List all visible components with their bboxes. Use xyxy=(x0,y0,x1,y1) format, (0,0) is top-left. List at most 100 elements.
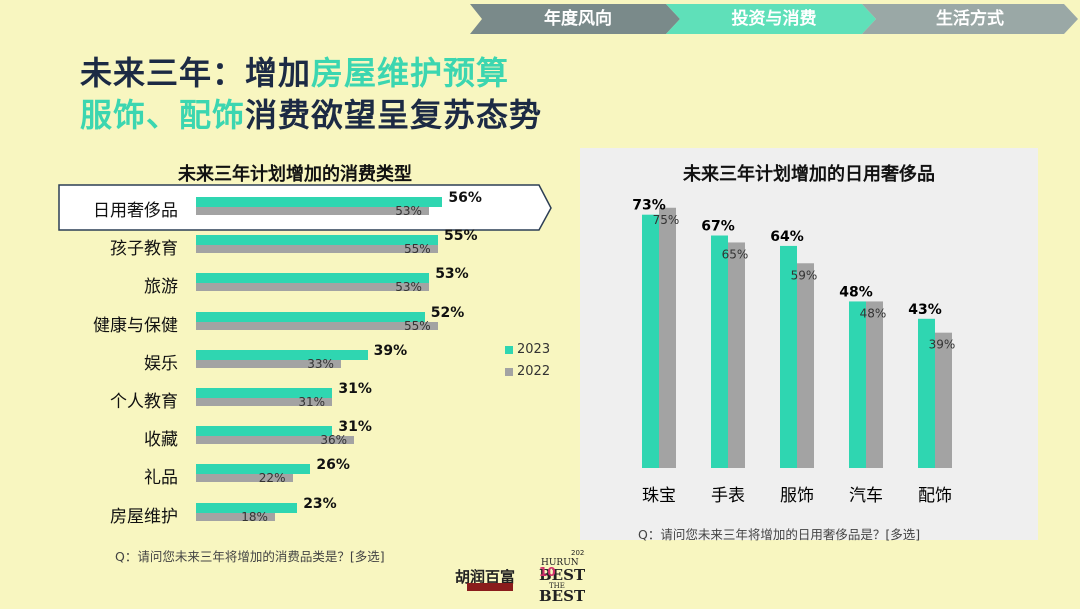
title-line1-prefix: 未来三年：增加 xyxy=(80,54,312,92)
category-label: 个人教育 xyxy=(110,392,178,412)
value-label-2023: 67% xyxy=(701,219,735,235)
svg-text:HURUN: HURUN xyxy=(541,558,579,568)
value-label-2023: 48% xyxy=(839,284,873,300)
value-label-2022: 65% xyxy=(722,247,749,261)
value-label-2023: 53% xyxy=(435,266,469,283)
category-label: 娱乐 xyxy=(144,353,178,374)
legend-label-2023: 2023 xyxy=(517,342,551,357)
right-chart-svg: 73%75% 珠宝 67% 65% 手表 64% 59% 服饰 48% 48% 汽车 43% 39% 配饰 xyxy=(632,198,956,506)
category-label: 服饰 xyxy=(780,486,814,506)
value-label-2023: 31% xyxy=(338,419,372,436)
legend-swatch-2023 xyxy=(505,345,513,354)
value-label-2022: 53% xyxy=(395,280,422,295)
hurun-logo-bar xyxy=(467,583,513,591)
svg-text:10: 10 xyxy=(539,565,556,579)
bar-2022 xyxy=(797,263,814,468)
category-label: 房屋维护 xyxy=(110,506,178,527)
bar-2022 xyxy=(866,301,883,468)
left-question-note: Q：请问您未来三年将增加的消费品类是？[多选] xyxy=(115,549,385,564)
category-label: 礼品 xyxy=(144,468,178,489)
value-label-2022: 33% xyxy=(307,356,334,371)
bar-2023 xyxy=(196,349,368,360)
value-label-2022: 31% xyxy=(298,395,326,409)
value-label-2022: 36% xyxy=(320,433,348,448)
bar-2022 xyxy=(196,283,430,292)
title-line2-highlight: 服饰、配饰 xyxy=(80,96,246,134)
right-chart-title: 未来三年计划增加的日用奢侈品 xyxy=(683,164,935,185)
bar-2023 xyxy=(196,235,438,246)
bar-2023 xyxy=(918,318,935,468)
title-line2-suffix: 消费欲望呈复苏态势 xyxy=(245,96,543,134)
value-label-2022: 55% xyxy=(404,242,431,257)
value-label-2023: 64% xyxy=(770,229,804,245)
page-title-line1: 未来三年：增加房屋维护预算 xyxy=(80,48,509,94)
nav-item-invest-consume[interactable]: 投资与消费 xyxy=(731,9,817,29)
nav-chevrons-graphic xyxy=(470,4,1078,34)
value-label-2022: 55% xyxy=(404,318,431,333)
category-label: 旅游 xyxy=(144,277,178,298)
bar-2023 xyxy=(196,426,333,437)
nav-item-lifestyle[interactable]: 生活方式 xyxy=(936,9,1004,29)
legend-label-2022: 2022 xyxy=(517,364,551,379)
value-label-2023: 73% xyxy=(632,198,666,214)
value-label-2023: 52% xyxy=(430,304,465,321)
right-chart-panel: 未来三年计划增加的日用奢侈品 73% 75% 珠宝 67% 65% 手表 64% 59% 服饰 4… xyxy=(580,148,1038,542)
title-line1-highlight: 房屋维护预算 xyxy=(311,54,510,92)
bar-2023 xyxy=(780,245,797,468)
category-label: 配饰 xyxy=(918,486,952,506)
value-label-2023: 31% xyxy=(338,381,372,397)
bar-2023 xyxy=(196,197,443,207)
bar-2023 xyxy=(642,214,659,468)
bar-2022 xyxy=(196,245,438,254)
value-label-2023: 23% xyxy=(303,495,337,512)
category-label: 收藏 xyxy=(144,430,178,451)
bar-2023 xyxy=(711,235,728,468)
bar-2022 xyxy=(196,436,355,445)
bar-2023 xyxy=(849,301,866,468)
category-label: 汽车 xyxy=(849,486,883,506)
category-label: 日用奢侈品 xyxy=(93,201,178,221)
legend-swatch-2022 xyxy=(505,367,513,376)
hurun-logo-text: 胡润百富 xyxy=(455,568,516,586)
bar-2023 xyxy=(196,388,333,398)
value-label-2023: 26% xyxy=(316,457,350,474)
svg-text:BEST: BEST xyxy=(539,587,585,604)
value-label-2022: 59% xyxy=(791,268,818,282)
category-label: 孩子教育 xyxy=(110,239,178,260)
value-label-2022: 53% xyxy=(395,204,422,218)
category-label: 珠宝 xyxy=(642,486,676,506)
category-label: 手表 xyxy=(711,486,745,506)
value-label-2022: 75% xyxy=(653,213,680,227)
value-label-2022: 39% xyxy=(929,338,956,352)
bar-2022 xyxy=(196,207,430,215)
svg-text:THE: THE xyxy=(549,582,565,590)
bar-2022 xyxy=(728,242,745,468)
value-label-2023: 39% xyxy=(373,342,408,359)
value-label-2022: 48% xyxy=(860,306,887,320)
bar-2023 xyxy=(196,311,425,322)
value-label-2023: 43% xyxy=(908,302,942,318)
value-label-2023: 55% xyxy=(444,228,478,245)
left-chart-title: 未来三年计划增加的消费类型 xyxy=(178,164,412,185)
bar-2023 xyxy=(196,464,311,475)
svg-text:2023: 2023 xyxy=(571,549,585,557)
legend-2023: 2023 xyxy=(505,342,550,357)
bar-2022 xyxy=(196,512,276,521)
nav-bar: 年度风向 投资与消费 生活方式 xyxy=(470,4,1078,34)
nav-item-annual-trend[interactable]: 年度风向 xyxy=(544,9,612,29)
bar-2023 xyxy=(196,273,430,284)
right-question-note: Q：请问您未来三年将增加的日用奢侈品是？[多选] xyxy=(638,527,921,542)
bar-2022 xyxy=(196,474,293,483)
bar-2023 xyxy=(196,502,298,513)
value-label-2022: 18% xyxy=(241,509,268,524)
bar-2022 xyxy=(196,359,342,368)
bar-2022 xyxy=(659,207,676,468)
value-label-2023: 56% xyxy=(448,190,482,206)
bar-2022 xyxy=(196,321,438,330)
bar-2022 xyxy=(196,398,333,406)
category-label: 健康与保健 xyxy=(93,315,178,336)
best-of-best-badge-logo: 2023 HURUN BEST THE BEST 10 xyxy=(537,548,585,604)
bar-2022 xyxy=(935,332,952,468)
page-title-line2: 服饰、配饰消费欲望呈复苏态势 xyxy=(80,90,542,136)
legend-2022: 2022 xyxy=(505,364,550,379)
